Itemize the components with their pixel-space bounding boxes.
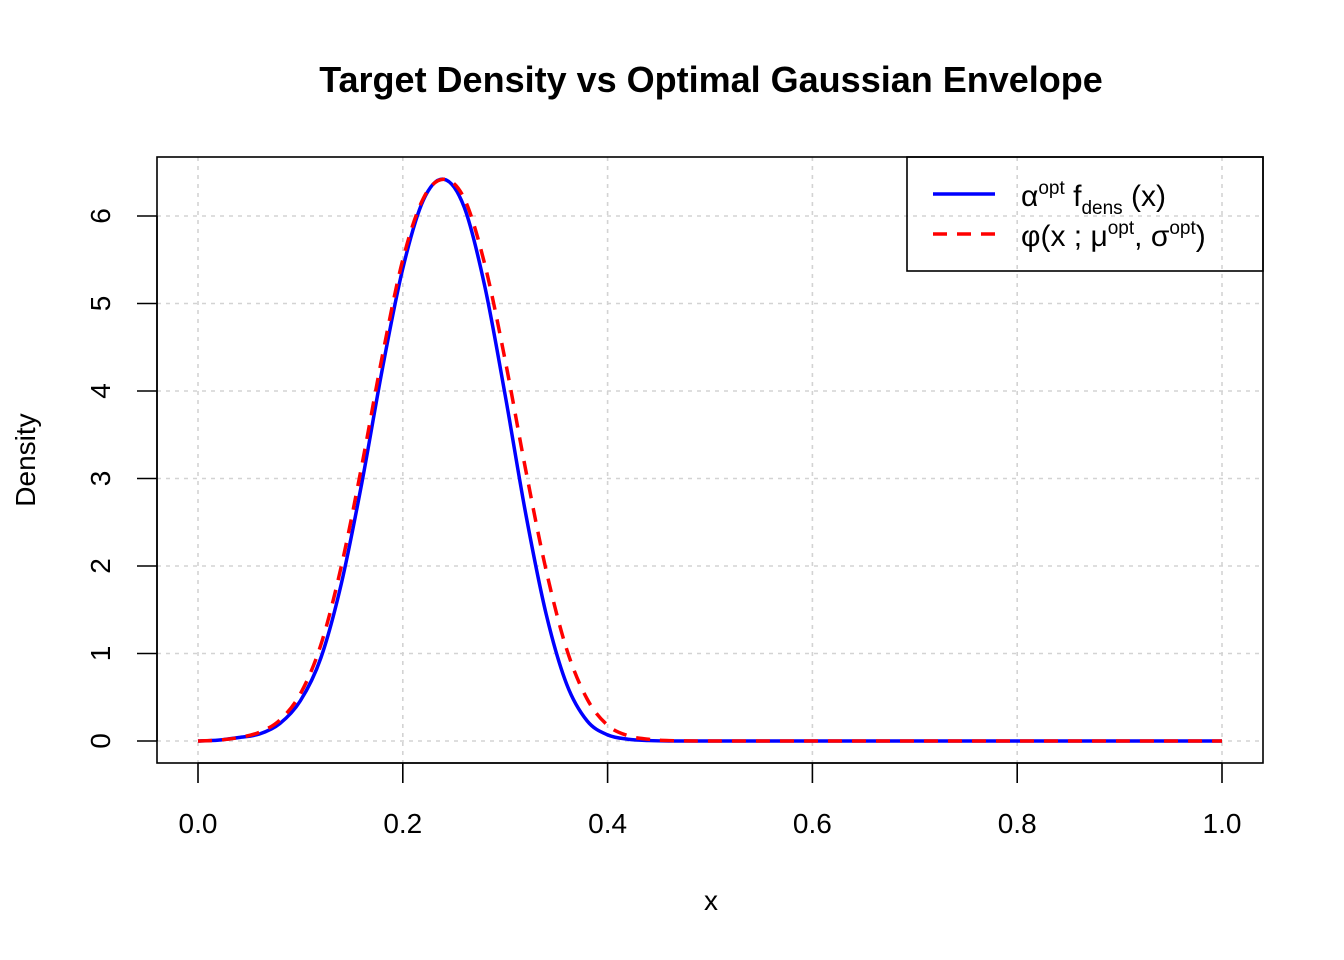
y-tick-label-4: 4: [85, 383, 116, 399]
chart-title: Target Density vs Optimal Gaussian Envel…: [319, 59, 1103, 100]
y-tick-label-2: 2: [85, 558, 116, 574]
x-tick-label-0.6: 0.6: [793, 808, 832, 839]
series-line-phi-gaussian-envelope: [197, 177, 1222, 743]
y-tick-label-5: 5: [85, 296, 116, 312]
legend-box: [906, 156, 1264, 272]
series-line-alpha-opt-f-dens: [197, 177, 1222, 743]
y-tick-label-1: 1: [85, 646, 116, 662]
series-lines: [197, 177, 1222, 743]
legend-label-phi-gaussian-envelope: φ(x ; μopt, σopt): [1021, 218, 1206, 253]
y-axis-label: Density: [10, 413, 41, 506]
y-axis: 0 1 2 3 4 5 6: [85, 208, 158, 749]
x-tick-label-0.4: 0.4: [588, 808, 627, 839]
x-tick-label-0.2: 0.2: [383, 808, 422, 839]
legend-label-alpha-opt-f-dens: αopt fdens (x): [1021, 178, 1166, 219]
legend: αopt fdens (x) φ(x ; μopt, σopt): [906, 156, 1264, 272]
x-axis: 0.0 0.2 0.4 0.6 0.8 1.0: [179, 762, 1242, 839]
x-tick-label-0.0: 0.0: [179, 808, 218, 839]
y-tick-label-0: 0: [85, 733, 116, 749]
x-axis-label: x: [704, 885, 718, 916]
y-tick-label-3: 3: [85, 471, 116, 487]
x-tick-label-1.0: 1.0: [1203, 808, 1242, 839]
y-tick-label-6: 6: [85, 208, 116, 224]
x-tick-label-0.8: 0.8: [998, 808, 1037, 839]
